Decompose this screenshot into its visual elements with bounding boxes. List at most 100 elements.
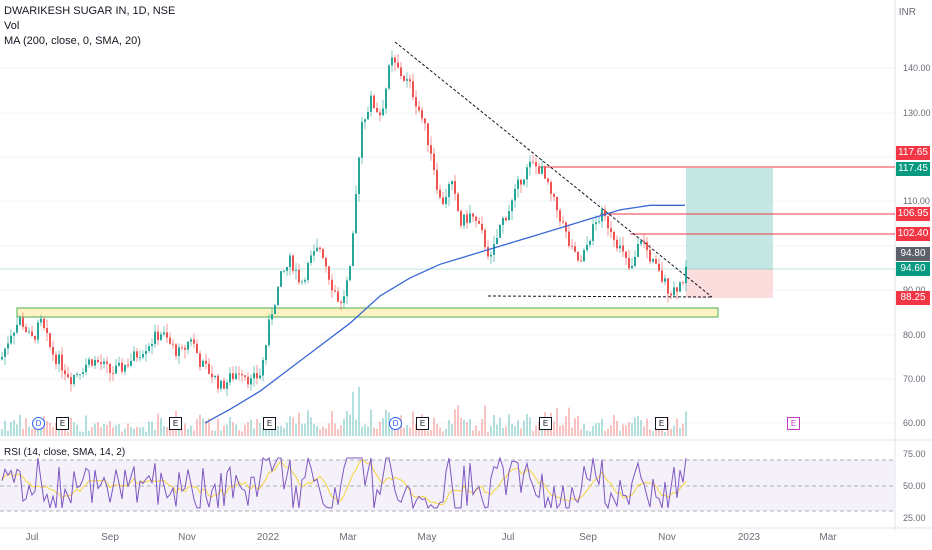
candle-body [208,363,210,374]
candle-body [196,343,198,354]
volume-bar [223,425,225,436]
dividend-marker[interactable]: D [389,417,402,430]
volume-bar [112,427,114,436]
candle-body [391,57,393,66]
volume-bar [307,410,309,436]
stop-zone[interactable] [686,269,773,298]
candle-body [616,239,618,249]
earnings-marker[interactable]: E [263,417,276,430]
price-candles [1,50,687,397]
candle-body [358,157,360,195]
volume-bar [220,430,222,436]
volume-bar [118,424,120,436]
volume-bar [571,427,573,436]
volume-bar [673,425,675,436]
volume-bar [331,410,333,436]
candle-body [130,360,132,366]
price-tag-106-95[interactable]: 106.95 [896,207,930,221]
candle-body [667,278,669,294]
volume-bar [451,423,453,436]
candle-body [22,317,24,327]
volume-bar [469,419,471,436]
candle-body [139,357,141,359]
candle-body [154,331,156,345]
rsi-legend[interactable]: RSI (14, close, SMA, 14, 2) [4,447,126,458]
target-zone[interactable] [686,168,773,269]
candle-body [214,375,216,378]
candle-body [346,280,348,297]
candle-body [466,214,468,223]
candle-body [340,301,342,303]
candle-body [109,363,111,373]
volume-bar [208,418,210,436]
price-tag-102-40[interactable]: 102.40 [896,227,930,241]
candle-body [58,354,60,364]
candle-body [193,339,195,344]
volume-bar [493,414,495,436]
candle-body [526,167,528,180]
candle-body [7,343,9,349]
volume-legend[interactable]: Vol [4,20,20,32]
volume-bar [334,423,336,436]
volume-bar [604,430,606,436]
volume-bar [670,428,672,436]
price-tag-88-25[interactable]: 88.25 [896,291,930,305]
earnings-marker[interactable]: E [56,417,69,430]
volume-bar [514,426,516,436]
earnings-marker[interactable]: E [169,417,182,430]
candle-body [571,245,573,247]
candle-body [220,380,222,389]
time-tick: Nov [178,532,196,543]
volume-bar [643,426,645,436]
ma-legend[interactable]: MA (200, close, 0, SMA, 20) [4,35,141,47]
volume-bar [685,411,687,436]
candle-body [622,245,624,252]
volume-bar [142,427,144,436]
volume-bar [682,423,684,436]
volume-bar [577,415,579,436]
volume-bar [226,424,228,436]
candle-body [223,380,225,389]
volume-bar [346,410,348,436]
dividend-marker[interactable]: D [32,417,45,430]
volume-bar [610,425,612,436]
candle-body [280,271,282,287]
candle-body [481,223,483,231]
price-tag-94-80[interactable]: 94.80 [896,247,930,261]
earnings-marker[interactable]: E [655,417,668,430]
candle-body [118,362,120,366]
candle-body [508,211,510,221]
price-tag-117-65[interactable]: 117.65 [896,146,930,160]
candle-body [544,166,546,179]
volume-bar [94,423,96,436]
symbol-title[interactable]: DWARIKESH SUGAR IN, 1D, NSE [4,5,176,17]
candle-body [94,359,96,366]
support-trendline[interactable] [487,295,713,298]
earnings-marker[interactable]: E [539,417,552,430]
support-zone[interactable] [16,307,719,318]
candle-body [664,278,666,282]
future-earnings-marker[interactable]: E [787,417,800,430]
candle-body [394,57,396,63]
volume-bar [127,423,129,436]
candle-body [172,343,174,345]
volume-bar [526,414,528,436]
candle-body [292,255,294,271]
price-grid [0,67,895,424]
volume-bar [10,421,12,436]
candle-body [475,216,477,221]
candle-body [478,220,480,224]
candle-body [673,287,675,296]
candle-body [625,251,627,259]
candle-body [298,269,300,283]
candle-body [211,373,213,378]
volume-bar [250,419,252,436]
descending-trendline[interactable] [394,41,713,298]
candle-body [232,373,234,380]
earnings-marker[interactable]: E [416,417,429,430]
candle-body [4,348,6,357]
price-tag-94-60[interactable]: 94.60 [896,262,930,276]
price-tag-117-45[interactable]: 117.45 [896,162,930,176]
volume-bar [598,423,600,436]
